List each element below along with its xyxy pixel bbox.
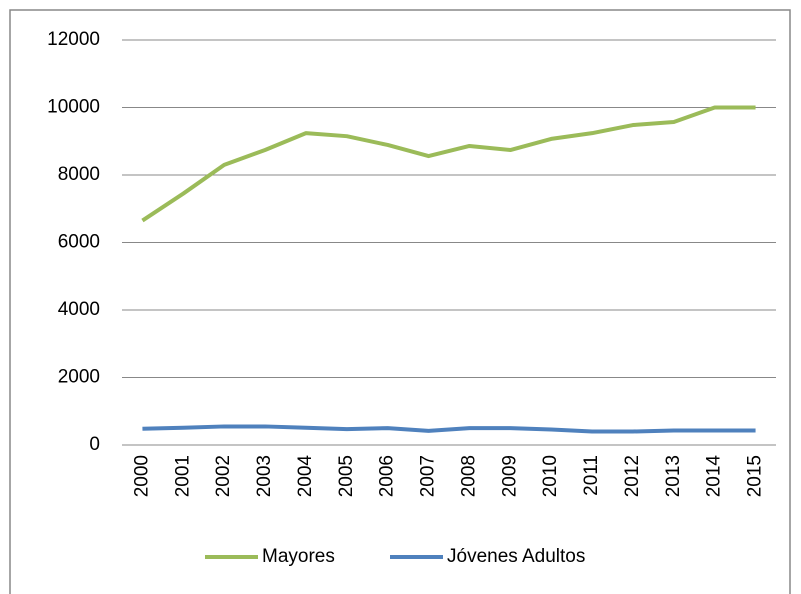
x-tick-label: 2003 xyxy=(254,455,275,497)
x-tick-label: 2015 xyxy=(745,455,766,497)
y-tick-label: 0 xyxy=(89,434,100,455)
legend-label: Jóvenes Adultos xyxy=(447,546,585,567)
x-tick-label: 2009 xyxy=(499,455,520,497)
x-tick-label: 2007 xyxy=(418,455,439,497)
chart-frame xyxy=(9,9,791,594)
x-tick-label: 2004 xyxy=(295,455,316,498)
legend-label: Mayores xyxy=(262,546,335,567)
x-tick-label: 2002 xyxy=(213,455,234,497)
x-tick-label: 2006 xyxy=(377,455,398,497)
y-tick-label: 12000 xyxy=(47,29,100,50)
x-tick-label: 2000 xyxy=(131,455,152,497)
x-tick-label: 2012 xyxy=(622,455,643,497)
y-tick-label: 2000 xyxy=(58,367,100,388)
y-tick-label: 10000 xyxy=(47,97,100,118)
x-tick-label: 2008 xyxy=(458,455,479,497)
x-tick-label: 2011 xyxy=(581,455,602,496)
x-tick-label: 2001 xyxy=(172,455,193,497)
series-line xyxy=(141,105,756,223)
y-tick-label: 4000 xyxy=(58,299,100,320)
x-tick-label: 2010 xyxy=(540,455,561,497)
y-tick-label: 6000 xyxy=(58,232,100,253)
series-line xyxy=(142,424,756,434)
y-tick-label: 8000 xyxy=(58,164,100,185)
x-tick-label: 2005 xyxy=(336,455,357,497)
x-tick-label: 2014 xyxy=(704,455,725,498)
x-tick-label: 2013 xyxy=(663,455,684,497)
